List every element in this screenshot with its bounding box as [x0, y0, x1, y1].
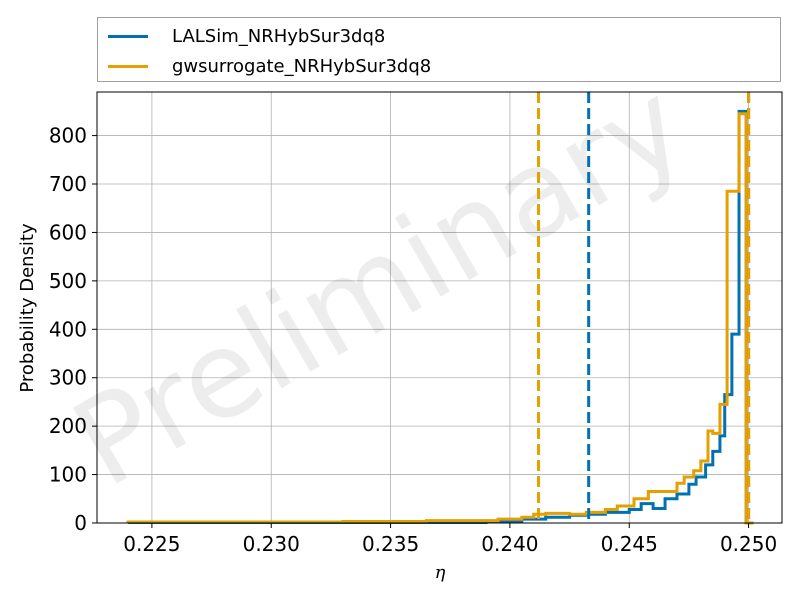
legend-label-lalsim: LALSim_NRHybSur3dq8: [172, 25, 386, 47]
x-tick-label: 0.245: [601, 532, 658, 556]
legend-swatch-lalsim: [108, 34, 148, 38]
y-axis-label: Probability Density: [17, 223, 38, 393]
y-axis-ticks: 0 100 200 300 400 500 600 700 800: [49, 124, 97, 535]
y-tick-label: 300: [49, 366, 87, 390]
x-axis-label: η: [435, 562, 446, 583]
watermark: Preliminary: [52, 55, 708, 514]
legend-label-gwsurrogate: gwsurrogate_NRHybSur3dq8: [172, 55, 432, 77]
x-tick-label: 0.250: [720, 532, 777, 556]
legend: LALSim_NRHybSur3dq8 gwsurrogate_NRHybSur…: [97, 17, 781, 82]
x-tick-label: 0.240: [481, 532, 538, 556]
legend-entry-gwsurrogate: gwsurrogate_NRHybSur3dq8: [108, 54, 431, 78]
y-tick-label: 600: [49, 220, 87, 244]
x-tick-label: 0.235: [362, 532, 419, 556]
histogram-series-lalsim: [126, 109, 754, 525]
histogram-series-gwsurrogate: [126, 112, 754, 525]
x-axis-ticks: 0.225 0.230 0.235 0.240 0.245 0.250: [123, 523, 777, 556]
legend-swatch-gwsurrogate: [108, 64, 148, 68]
y-tick-label: 0: [74, 511, 87, 535]
y-tick-label: 500: [49, 269, 87, 293]
vline-layer: [537, 92, 751, 523]
y-tick-label: 700: [49, 172, 87, 196]
y-tick-label: 400: [49, 317, 87, 341]
plot-frame: [96, 91, 783, 524]
x-tick-label: 0.230: [243, 532, 300, 556]
series-layer: [126, 109, 754, 525]
legend-entry-lalsim: LALSim_NRHybSur3dq8: [108, 24, 385, 48]
y-tick-label: 200: [49, 414, 87, 438]
y-tick-label: 800: [49, 124, 87, 148]
x-tick-label: 0.225: [123, 532, 180, 556]
y-tick-label: 100: [49, 463, 87, 487]
